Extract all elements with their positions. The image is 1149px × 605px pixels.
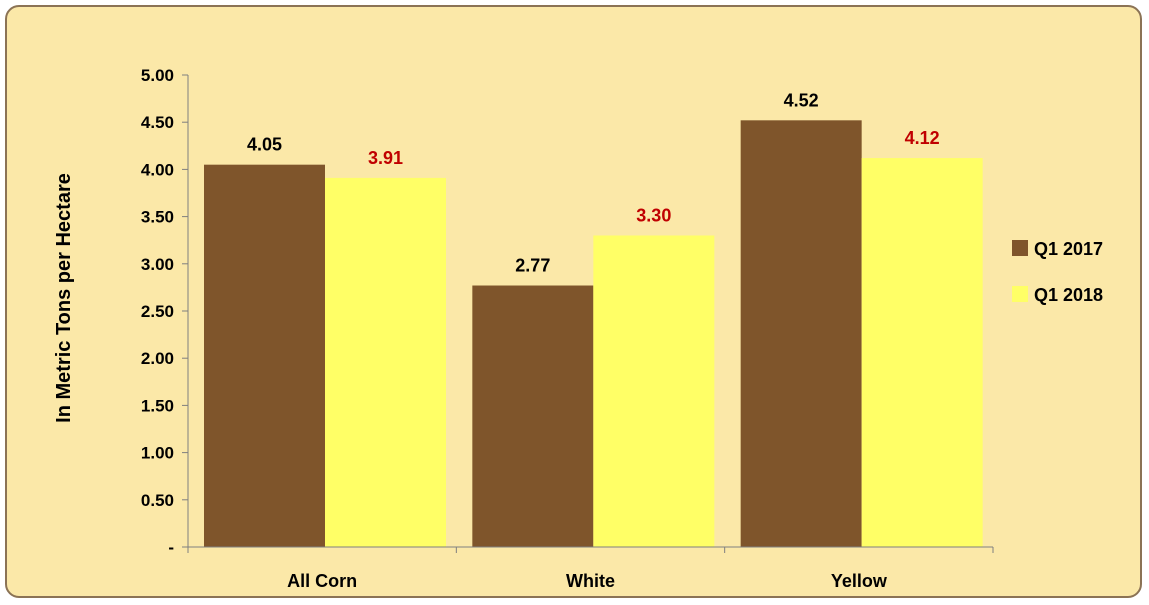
data-label: 4.12 [905,128,940,148]
legend-label: Q1 2017 [1034,239,1103,259]
category-label: All Corn [287,571,357,591]
y-tick-label: 1.50 [141,396,174,415]
y-tick-label: 1.00 [141,444,174,463]
category-label: White [566,571,615,591]
legend-label: Q1 2018 [1034,285,1103,305]
y-tick-label: 5.00 [141,66,174,85]
y-tick-label: 4.50 [141,113,174,132]
y-tick-label: 2.00 [141,349,174,368]
bar-q1-2018 [325,177,446,547]
y-axis-label: In Metric Tons per Hectare [53,173,75,423]
y-tick-label: 0.50 [141,491,174,510]
bar-q1-2018 [861,158,983,547]
data-label: 2.77 [515,256,550,276]
y-tick-label: 2.50 [141,302,174,321]
y-tick-label: 3.00 [141,255,174,274]
y-tick-label: 4.00 [141,160,174,179]
data-label: 4.05 [247,135,282,155]
y-tick-label: - [168,538,174,557]
data-label: 3.30 [636,205,671,225]
data-label: 4.52 [784,90,819,110]
bar-q1-2017 [204,164,325,547]
data-label: 3.91 [368,148,403,168]
y-tick-label: 3.50 [141,208,174,227]
bar-q1-2018 [593,235,715,548]
legend-swatch [1012,240,1028,256]
category-label: Yellow [831,571,888,591]
bar-q1-2017 [472,285,594,547]
legend-swatch [1012,286,1028,302]
bar-q1-2017 [740,120,862,547]
